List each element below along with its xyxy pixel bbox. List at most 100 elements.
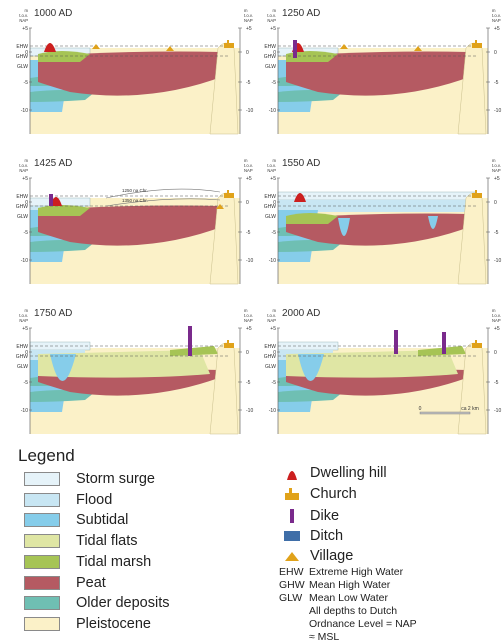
panel-3: +50-5-10+50-5-10m mt.o.v. t.o.v.NAP NAPEHWG… (16, 158, 253, 285)
tidal-flats-layer (286, 350, 458, 378)
water-level-label: GLW (265, 64, 276, 70)
legend-swatch (24, 554, 60, 569)
legend-item-church: Church (284, 486, 357, 502)
tidal-marsh-layer (170, 346, 218, 356)
right-axis-unit: NAP (244, 18, 253, 23)
left-axis-tick: +5 (270, 176, 276, 182)
water-level-label: GHW (16, 54, 29, 60)
peat-layer (286, 51, 472, 96)
right-axis-unit: t.o.v. (244, 13, 253, 18)
right-axis-unit: NAP (492, 18, 501, 23)
right-axis-tick: +5 (246, 176, 252, 182)
water-level-label: GLW (265, 364, 276, 370)
right-axis-tick: +5 (494, 326, 500, 332)
right-axis-unit: NAP (244, 318, 253, 323)
right-axis-unit: t.o.v. (244, 163, 253, 168)
peat-layer (38, 51, 224, 96)
right-axis-unit: m (244, 308, 248, 313)
legend-item-village: Village (284, 548, 353, 564)
left-axis-tick: +5 (270, 326, 276, 332)
left-axis-unit: t.o.v. (267, 13, 276, 18)
left-axis-unit: m (273, 308, 277, 313)
right-axis-tick: +5 (246, 26, 252, 32)
right-axis-tick: +5 (246, 326, 252, 332)
left-axis-tick: 0 (25, 350, 28, 356)
right-axis-unit: m (244, 8, 248, 13)
left-axis-unit: NAP (19, 318, 28, 323)
scale-bar-end: ca 2 km (461, 406, 479, 412)
village-icon (92, 44, 100, 49)
village-icon (284, 548, 300, 564)
scale-bar-start: 0 (419, 406, 422, 412)
coastline-1250 (105, 188, 221, 199)
dike-icon (442, 332, 446, 354)
right-axis-unit: NAP (492, 168, 501, 173)
right-axis-tick: 0 (246, 50, 249, 56)
right-axis-tick: 0 (494, 350, 497, 356)
left-axis-tick: 0 (25, 200, 28, 206)
right-axis-tick: +5 (494, 26, 500, 32)
village-icon (340, 44, 348, 49)
left-axis-tick: +5 (22, 326, 28, 332)
right-axis-tick: -5 (494, 230, 499, 236)
subtidal-gully (338, 218, 350, 236)
abbreviation-row: GHW Mean High Water (279, 579, 390, 591)
church-icon (284, 486, 300, 502)
right-axis-unit: m (492, 8, 496, 13)
left-axis-tick: -5 (272, 380, 277, 386)
right-axis-tick: -5 (246, 230, 251, 236)
panel-1: +50-5-10+50-5-10m mt.o.v. t.o.v.NAP NAPEHWG… (16, 8, 253, 135)
right-axis-tick: -5 (494, 80, 499, 86)
left-axis-unit: m (25, 308, 29, 313)
village-icon (216, 204, 224, 209)
panel-2: +50-5-10+50-5-10m mt.o.v. t.o.v.NAP NAPEHWG… (264, 8, 501, 135)
legend-swatch (24, 534, 60, 549)
peat-layer (286, 213, 472, 246)
datum-note-line: All depths to Dutch (309, 605, 398, 617)
right-axis-tick: +5 (494, 176, 500, 182)
annotation-1250: 1250 na Chr. (122, 188, 148, 193)
right-axis-unit: t.o.v. (492, 313, 501, 318)
abbreviation-meaning: Extreme High Water (309, 566, 404, 578)
panel-title: 1425 AD (34, 158, 72, 169)
water-level-label: GHW (16, 204, 29, 210)
right-axis-tick: -5 (246, 380, 251, 386)
legend-item-pleistocene: Pleistocene (24, 616, 151, 632)
abbreviation-row: EHW Extreme High Water (279, 566, 403, 578)
abbreviation: EHW (279, 566, 304, 578)
water-level-label: GHW (264, 54, 277, 60)
legend-item-dwelling-hill: Dwelling hill (284, 465, 387, 481)
church-icon (224, 340, 234, 348)
subtidal-gully (428, 216, 438, 229)
left-axis-unit: NAP (267, 18, 276, 23)
church-icon (472, 190, 482, 198)
dike-icon (49, 194, 53, 206)
subtidal-gully (50, 354, 76, 381)
legend-label: Dike (310, 508, 340, 524)
legend-item-flood: Flood (24, 492, 112, 508)
panel-6: +50-5-10+50-5-10m mt.o.v. t.o.v.NAP NAPEHWG… (264, 308, 501, 435)
left-axis-unit: t.o.v. (267, 313, 276, 318)
village-icon (414, 46, 422, 51)
legend-label: Older deposits (76, 595, 170, 612)
legend-item-subtidal: Subtidal (24, 512, 128, 528)
right-axis-unit: m (492, 308, 496, 313)
scale-bar (419, 411, 471, 415)
legend-swatch (24, 492, 60, 507)
left-axis-tick: -10 (21, 408, 28, 414)
left-axis-tick: -5 (24, 380, 29, 386)
left-axis-tick: +5 (22, 26, 28, 32)
ditch-icon (284, 528, 300, 544)
legend-label: Village (310, 548, 354, 564)
left-axis-tick: +5 (22, 176, 28, 182)
left-axis-tick: -5 (24, 230, 29, 236)
left-axis-tick: -10 (269, 258, 276, 264)
left-axis-tick: -5 (24, 80, 29, 86)
water-level-label: EHW (264, 44, 276, 50)
left-axis-tick: 0 (25, 50, 28, 56)
tidal-marsh-layer (286, 213, 338, 224)
dike-icon (394, 330, 398, 354)
panel-title: 1000 AD (34, 8, 72, 19)
legend-label: Church (310, 486, 357, 502)
tidal-marsh-layer (38, 51, 90, 62)
